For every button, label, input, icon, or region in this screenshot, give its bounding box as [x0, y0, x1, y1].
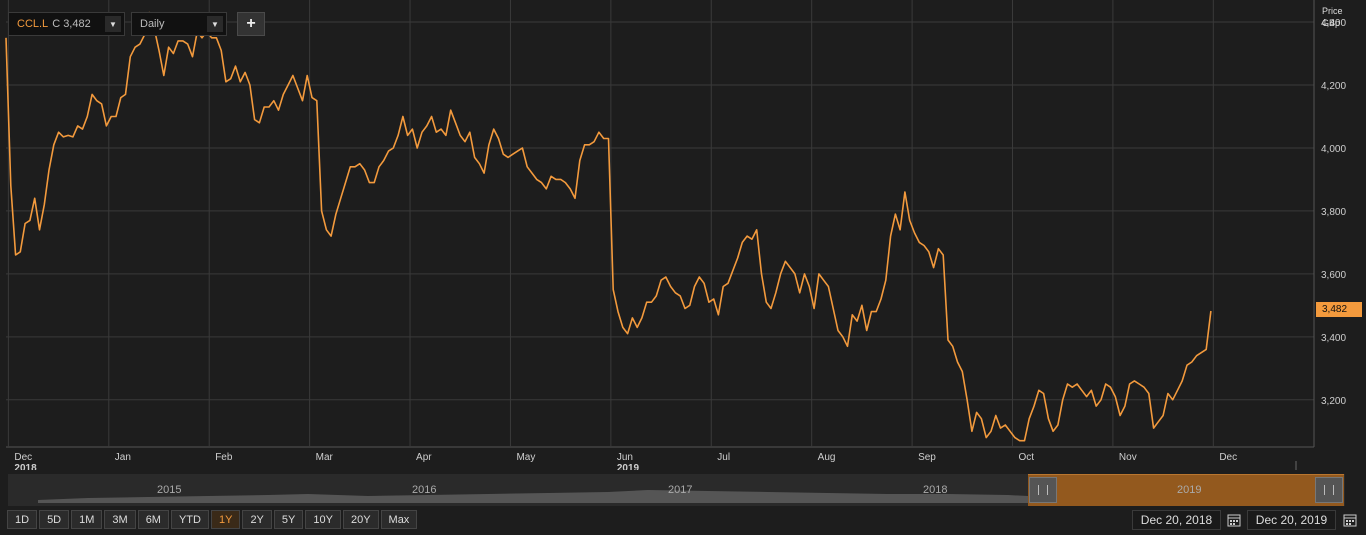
- navigator-year-label: 2015: [157, 484, 182, 496]
- range-button-2y[interactable]: 2Y: [242, 510, 272, 529]
- x-tick-label: Apr: [416, 452, 432, 463]
- navigator-year-label: 2016: [412, 484, 437, 496]
- range-button-10y[interactable]: 10Y: [305, 510, 341, 529]
- x-tick-label: Nov: [1119, 452, 1137, 463]
- close-value: C 3,482: [52, 18, 91, 30]
- price-axis-header: Price GBp: [1322, 5, 1343, 29]
- chevron-down-icon[interactable]: ▼: [207, 16, 223, 32]
- unit-label: GBp: [1322, 18, 1341, 28]
- plot-area: [6, 0, 1314, 447]
- range-button-1m[interactable]: 1M: [71, 510, 103, 529]
- y-tick-label: 4,200: [1321, 81, 1346, 92]
- range-button-20y[interactable]: 20Y: [342, 510, 379, 529]
- start-date-field[interactable]: Dec 20, 2018: [1132, 510, 1221, 530]
- navigator-year-label: 2017: [668, 484, 693, 496]
- chart-toolbar: CCL.L C 3,482 ▼ Daily ▼ +: [8, 12, 265, 36]
- price-label: Price: [1322, 6, 1343, 16]
- range-button-max[interactable]: Max: [380, 510, 418, 529]
- add-series-button[interactable]: +: [237, 12, 265, 36]
- x-tick-label: Sep: [918, 452, 936, 463]
- x-tick-year-label: 2019: [617, 463, 640, 470]
- y-axis-ticks: 3,200 3,400 3,600 3,800 4,000 4,200 4,400: [1321, 18, 1346, 407]
- range-button-5y[interactable]: 5Y: [273, 510, 304, 529]
- y-tick-label: 4,400: [1321, 18, 1346, 29]
- range-button-3m[interactable]: 3M: [104, 510, 136, 529]
- x-tick-label: Mar: [316, 452, 334, 463]
- x-tick-label: Dec: [14, 452, 32, 463]
- range-button-ytd[interactable]: YTD: [170, 510, 209, 529]
- navigator-sparkline: [38, 490, 1028, 503]
- y-tick-label: 3,200: [1321, 396, 1346, 407]
- navigator-selection[interactable]: [1028, 474, 1344, 506]
- x-tick-label: Oct: [1019, 452, 1035, 463]
- navigator-right-handle[interactable]: [1315, 477, 1343, 503]
- end-date-field[interactable]: Dec 20, 2019: [1247, 510, 1336, 530]
- range-button-1y[interactable]: 1Y: [210, 510, 241, 529]
- calendar-icon[interactable]: [1224, 510, 1244, 530]
- navigator-left-handle[interactable]: [1029, 477, 1057, 503]
- x-tick-label: Aug: [818, 452, 836, 463]
- y-tick-label: 4,000: [1321, 144, 1346, 155]
- range-buttons: 1D 5D 1M 3M 6M YTD 1Y 2Y 5Y 10Y 20Y Max: [7, 510, 418, 529]
- interval-selector[interactable]: Daily ▼: [131, 12, 227, 36]
- x-tick-year-label: 2018: [14, 463, 37, 470]
- x-tick-label: Dec: [1219, 452, 1237, 463]
- x-tick-label: May: [516, 452, 535, 463]
- last-price-tag: 3,482: [1316, 302, 1362, 317]
- x-tick-label: Feb: [215, 452, 233, 463]
- range-button-5d[interactable]: 5D: [39, 510, 70, 529]
- y-tick-label: 3,600: [1321, 270, 1346, 281]
- gridlines: [6, 0, 1315, 448]
- x-tick-label: Jul: [717, 452, 730, 463]
- x-tick-label: Jan: [115, 452, 131, 463]
- chevron-down-icon[interactable]: ▼: [105, 16, 121, 32]
- navigator-year-label: 2019: [1177, 484, 1202, 496]
- y-tick-label: 3,800: [1321, 207, 1346, 218]
- ric-selector[interactable]: CCL.L C 3,482 ▼: [8, 12, 125, 36]
- interval-label: Daily: [140, 18, 165, 30]
- calendar-icon[interactable]: [1340, 510, 1360, 530]
- x-tick-label: Jun: [617, 452, 633, 463]
- navigator-year-label: 2018: [923, 484, 948, 496]
- y-tick-label: 3,400: [1321, 333, 1346, 344]
- ric-symbol: CCL.L: [17, 18, 49, 30]
- range-button-6m[interactable]: 6M: [137, 510, 169, 529]
- range-button-1d[interactable]: 1D: [7, 510, 38, 529]
